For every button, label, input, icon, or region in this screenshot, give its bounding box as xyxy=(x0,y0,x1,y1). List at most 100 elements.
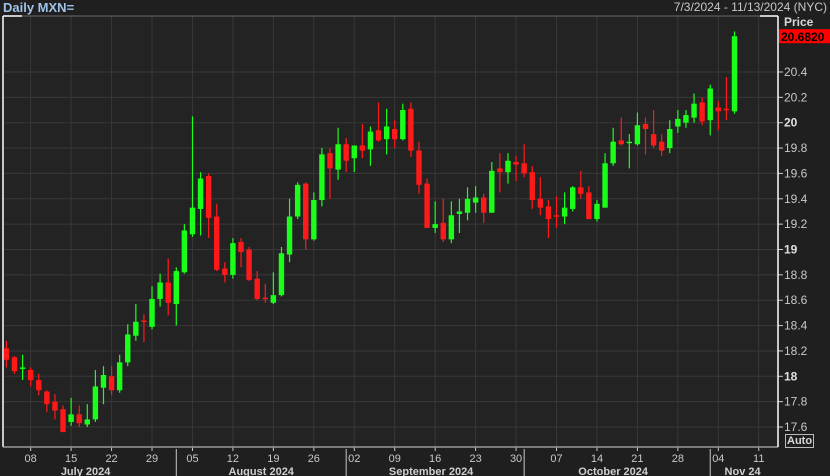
candle-body-down xyxy=(262,297,268,300)
x-tick-label: 16 xyxy=(429,453,441,465)
x-tick-label: 21 xyxy=(631,453,643,465)
candle-body-down xyxy=(303,183,309,240)
candle-body-down xyxy=(238,241,244,253)
candle-body-down xyxy=(723,108,730,111)
candle-body-down xyxy=(424,183,430,228)
candle-body-up xyxy=(691,103,697,118)
month-label: Nov 24 xyxy=(725,466,762,476)
candle-body-up xyxy=(270,295,277,303)
y-tick-label: 18.2 xyxy=(784,344,808,358)
candle-body-down xyxy=(205,175,212,218)
x-tick-label: 11 xyxy=(753,453,764,465)
x-tick-label: 30 xyxy=(510,453,522,465)
candle-body-down xyxy=(545,206,552,220)
candle-body-down xyxy=(618,140,624,145)
candle-body-down xyxy=(343,144,349,161)
candle-body-up xyxy=(383,126,390,140)
candle-body-up xyxy=(351,145,357,159)
candle-body-up xyxy=(489,170,495,213)
candle-body-down xyxy=(375,130,382,141)
candle-body-down xyxy=(642,123,649,130)
x-tick-label: 22 xyxy=(105,453,117,465)
x-tick-label: 08 xyxy=(25,453,37,465)
candle-body-up xyxy=(84,419,90,425)
candle-body-down xyxy=(650,134,657,146)
candle-body-up xyxy=(197,178,204,209)
candle-body-up xyxy=(92,386,99,420)
candle-body-down xyxy=(408,108,414,151)
candle-body-down xyxy=(521,163,527,174)
candle-body-up xyxy=(594,203,600,220)
candle-body-up xyxy=(278,253,285,296)
y-tick-label: 19.4 xyxy=(784,192,808,206)
candle-body-down xyxy=(44,391,50,405)
candle-body-down xyxy=(699,102,705,122)
candle-body-down xyxy=(440,222,446,240)
candle-body-down xyxy=(481,197,487,213)
x-tick-label: 05 xyxy=(186,453,198,465)
candle-body-down xyxy=(11,357,18,372)
candle-body-down xyxy=(246,249,252,280)
x-tick-label: 28 xyxy=(672,453,684,465)
y-tick-label: 20 xyxy=(784,116,798,130)
candle-body-up xyxy=(311,200,317,240)
y-tick-label: 17.8 xyxy=(784,395,808,409)
candle-body-up xyxy=(634,125,641,145)
candle-body-up xyxy=(230,243,236,275)
candle-body-down xyxy=(537,198,544,208)
candle-body-up xyxy=(335,144,341,170)
candle-body-down xyxy=(715,107,722,112)
candle-body-down xyxy=(141,320,147,323)
x-tick-label: 04 xyxy=(712,453,724,465)
price-axis-title: Price xyxy=(784,15,814,29)
candle-body-up xyxy=(100,375,107,388)
candle-body-up xyxy=(505,160,511,173)
y-tick-label: 20.2 xyxy=(784,90,808,104)
candle-body-up xyxy=(116,362,123,391)
y-tick-label: 18.6 xyxy=(784,293,808,307)
candle-body-down xyxy=(327,153,333,169)
candle-body-up xyxy=(125,334,131,363)
candle-body-up xyxy=(561,207,568,217)
x-tick-label: 07 xyxy=(550,453,562,465)
y-tick-label: 19.2 xyxy=(784,217,808,231)
y-tick-label: 19 xyxy=(784,243,798,257)
candle-body-up xyxy=(319,154,325,201)
x-tick-label: 09 xyxy=(389,453,401,465)
candle-body-down xyxy=(108,376,115,391)
candle-body-down xyxy=(214,216,220,270)
y-tick-label: 18.8 xyxy=(784,268,808,282)
x-tick-label: 02 xyxy=(348,453,360,465)
candle-body-up xyxy=(367,131,374,150)
candle-body-up xyxy=(472,197,479,203)
candle-body-up xyxy=(456,211,463,214)
last-price-box xyxy=(779,29,830,44)
month-label: July 2024 xyxy=(61,466,111,476)
candle-body-up xyxy=(448,215,455,240)
y-tick-label: 19.6 xyxy=(784,166,808,180)
candle-body-down xyxy=(222,268,228,275)
candle-body-up xyxy=(133,321,139,336)
candle-body-up xyxy=(707,88,713,121)
candle-body-down xyxy=(76,414,82,424)
candle-body-down xyxy=(254,278,260,299)
candle-body-up xyxy=(602,163,608,208)
candle-body-up xyxy=(570,187,576,209)
candle-body-up xyxy=(157,282,163,299)
auto-scale-button[interactable]: Auto xyxy=(785,434,815,448)
candle-body-up xyxy=(464,198,471,213)
candle-body-down xyxy=(586,192,592,220)
candle-body-down xyxy=(36,380,42,391)
month-label: August 2024 xyxy=(229,466,295,476)
date-range: 7/3/2024 - 11/13/2024 (NYC) xyxy=(673,0,827,14)
candle-body-up xyxy=(68,414,74,422)
candle-body-up xyxy=(149,298,155,327)
month-label: October 2024 xyxy=(578,466,649,476)
candle-body-up xyxy=(400,110,406,140)
candle-body-up xyxy=(667,129,673,149)
chart-title: Daily MXN= xyxy=(3,0,75,15)
candle-body-up xyxy=(610,141,616,164)
candle-body-up xyxy=(683,115,689,123)
